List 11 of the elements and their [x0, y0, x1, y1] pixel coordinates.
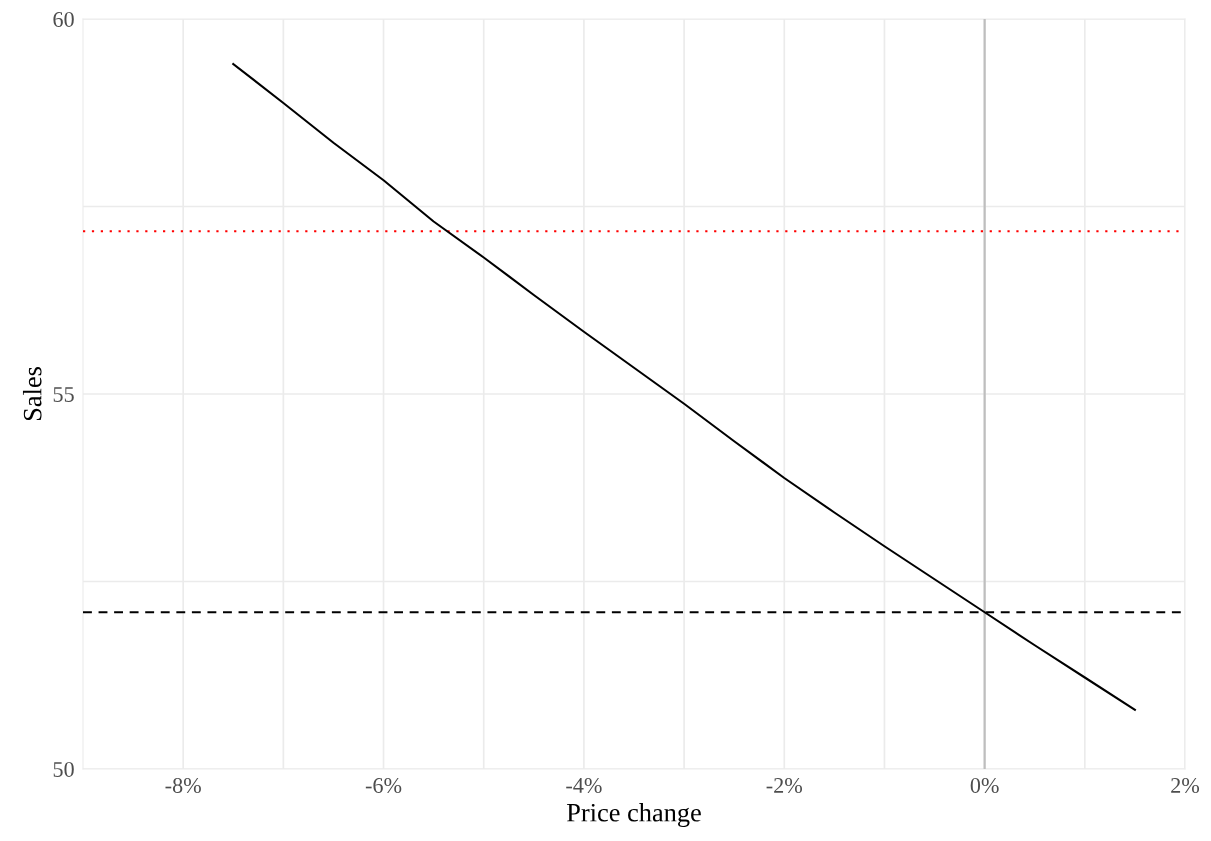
x-axis-title: Price change — [566, 803, 701, 828]
x-tick-label: -2% — [766, 777, 803, 794]
y-tick-label: 50 — [53, 761, 74, 777]
x-tick-label: -8% — [165, 777, 201, 794]
y-axis-title: Sales — [22, 367, 42, 421]
y-tick-label: 60 — [53, 11, 74, 27]
x-tick-label: -4% — [566, 777, 602, 794]
x-tick-label: -6% — [365, 777, 402, 794]
x-tick-label: 2% — [1171, 777, 1200, 794]
x-tick-label: 0% — [970, 777, 999, 794]
y-tick-label: 55 — [53, 387, 74, 402]
